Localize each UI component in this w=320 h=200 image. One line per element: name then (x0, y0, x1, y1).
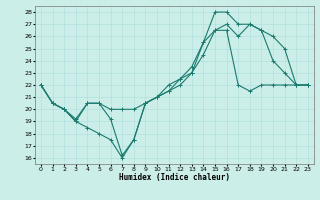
X-axis label: Humidex (Indice chaleur): Humidex (Indice chaleur) (119, 173, 230, 182)
